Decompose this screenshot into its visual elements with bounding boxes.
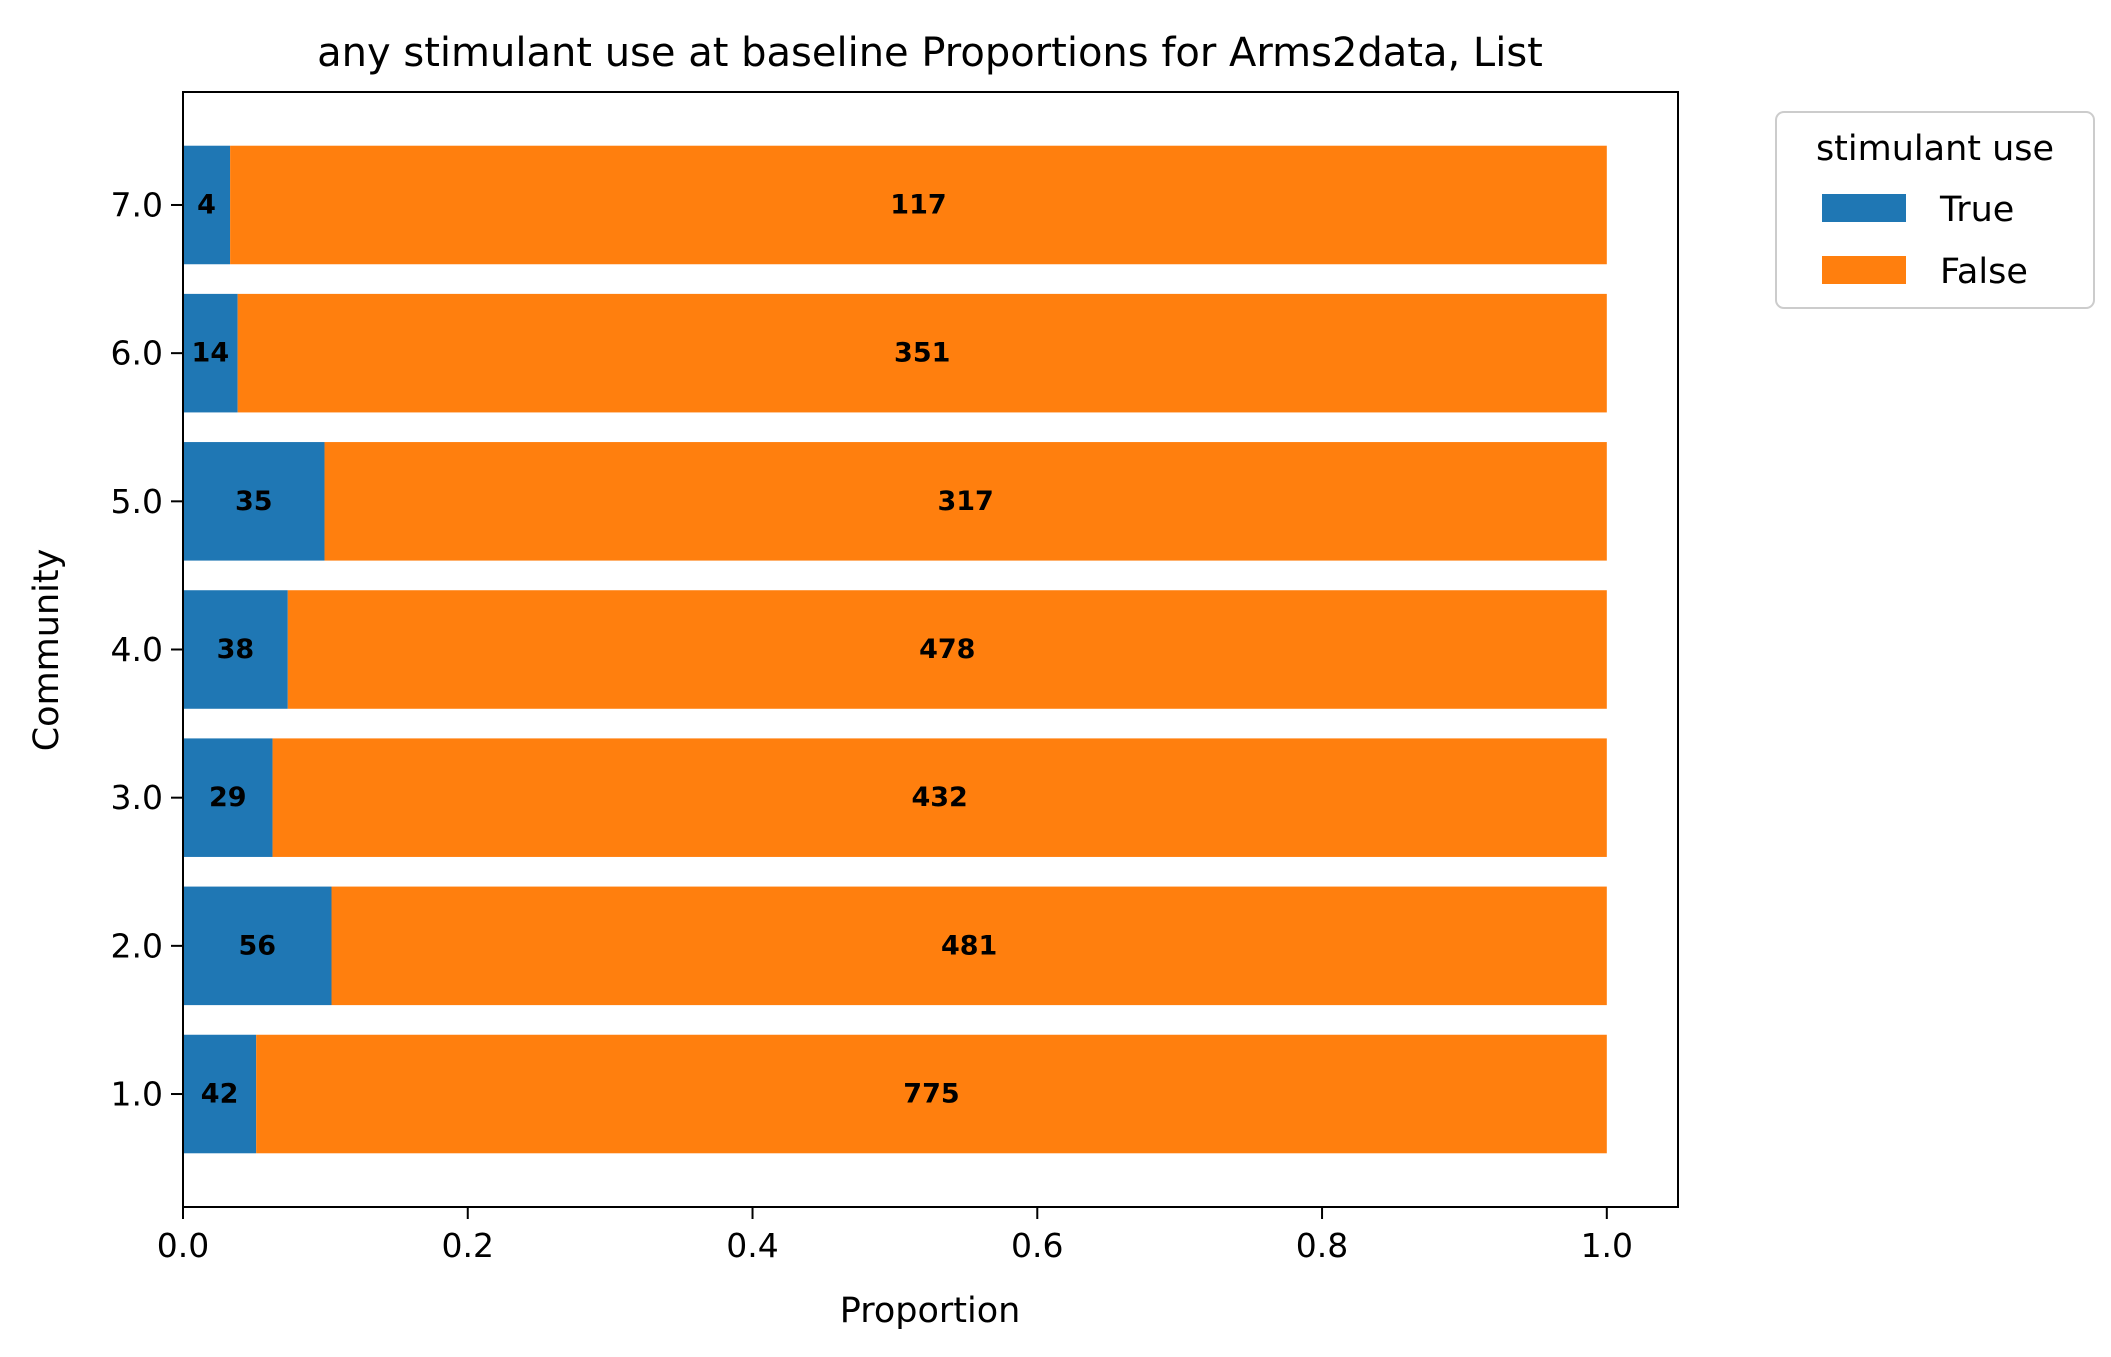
legend-label-true: True [1939,190,2014,230]
y-tick-label-4: 5.0 [111,482,163,521]
legend-label-false: False [1940,252,2028,292]
chart-title: any stimulant use at baseline Proportion… [317,30,1543,76]
bar-false-community-7 [230,145,1607,265]
bar-label-false-community-2: 481 [941,930,997,961]
y-tick-label-5: 6.0 [111,334,163,373]
bar-false-community-3 [272,738,1607,857]
legend-title: stimulant use [1816,129,2054,169]
plot-frame [182,91,1679,1208]
y-tick-label-1: 2.0 [111,926,163,965]
bar-label-true-community-7: 4 [197,189,216,220]
legend-swatch-true [1822,194,1906,222]
bar-true-community-4 [183,590,288,709]
bar-label-false-community-3: 432 [911,782,967,813]
bars-layer: 42 775 56 481 29 432 38 478 35 317 14 351 4 117 [183,145,1607,1154]
x-tick-label-2: 0.4 [726,1226,778,1265]
bar-true-community-2 [183,886,332,1006]
y-axis: 1.0 2.0 3.0 4.0 5.0 6.0 7.0 [111,185,183,1114]
bar-true-community-1 [183,1034,257,1154]
y-tick-label-2: 3.0 [111,778,163,817]
x-axis: 0.0 0.2 0.4 0.6 0.8 1.0 [157,1207,1633,1265]
bar-false-community-1 [256,1034,1607,1154]
bar-true-community-7 [183,145,231,265]
bar-label-true-community-1: 42 [201,1079,239,1110]
bar-label-true-community-5: 35 [235,486,273,517]
x-tick-label-3: 0.6 [1011,1226,1063,1265]
bar-false-community-2 [331,886,1607,1006]
bar-true-community-5 [183,442,325,561]
bar-label-true-community-3: 29 [209,782,247,813]
bar-label-false-community-1: 775 [903,1079,959,1110]
bar-label-false-community-5: 317 [937,486,993,517]
x-tick-label-5: 1.0 [1581,1226,1633,1265]
y-axis-label: Community [27,549,67,752]
bar-true-community-6 [183,293,238,413]
x-axis-label: Proportion [840,1291,1021,1331]
bar-label-false-community-7: 117 [890,189,946,220]
bar-false-community-5 [324,442,1607,561]
y-tick-label-6: 7.0 [111,185,163,224]
x-tick-label-0: 0.0 [157,1226,209,1265]
legend-swatch-false [1822,256,1906,284]
bar-label-true-community-6: 14 [192,338,230,369]
legend: stimulant use True False [1775,111,2095,309]
bar-true-community-3 [183,738,273,857]
bar-label-true-community-4: 38 [217,634,255,665]
bar-label-false-community-6: 351 [894,338,950,369]
y-tick-label-3: 4.0 [111,630,163,669]
x-tick-label-4: 0.8 [1296,1226,1348,1265]
y-tick-label-0: 1.0 [111,1075,163,1114]
bar-label-false-community-4: 478 [919,634,975,665]
bar-false-community-6 [237,293,1607,413]
bar-false-community-4 [287,590,1607,709]
bar-label-true-community-2: 56 [238,930,276,961]
x-tick-label-1: 0.2 [442,1226,494,1265]
